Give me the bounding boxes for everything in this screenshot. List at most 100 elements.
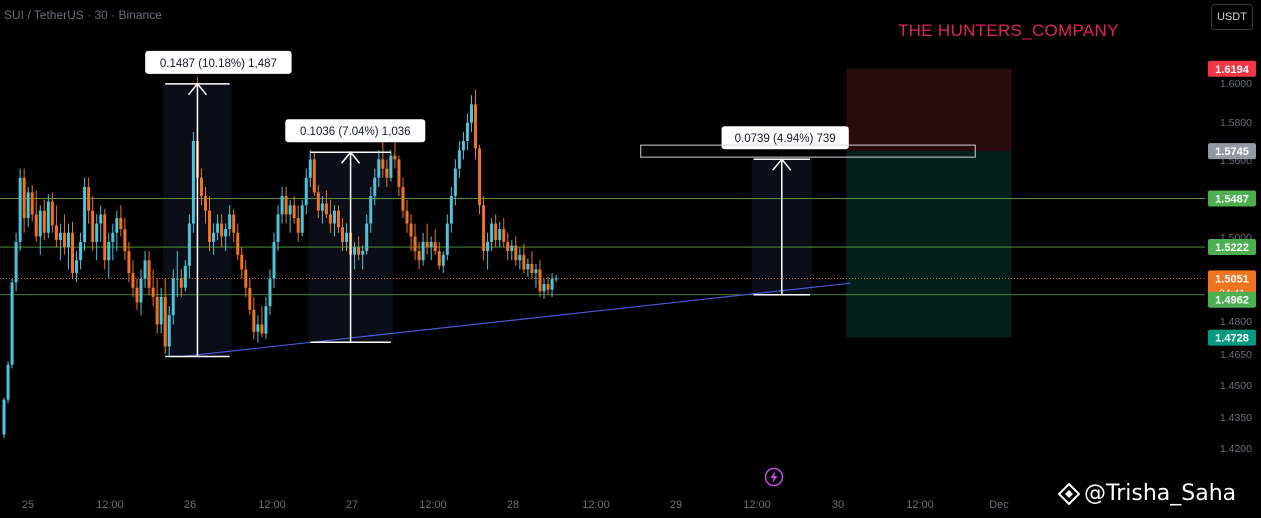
candle-body	[320, 203, 324, 211]
price-label-text: 1.5745	[1215, 146, 1249, 158]
candle-body	[296, 218, 300, 233]
candle-body	[46, 201, 50, 233]
candle-body	[417, 251, 421, 261]
candle-body	[6, 364, 10, 400]
candle-body	[401, 186, 405, 211]
candle-body	[111, 232, 115, 242]
candle-body	[534, 269, 538, 274]
candle-body	[83, 186, 87, 242]
measure-label: 0.1036 (7.04%) 1,036	[300, 126, 411, 138]
y-tick-label: 1.4200	[1220, 443, 1252, 455]
price-label-text: 1.6194	[1215, 64, 1250, 76]
candle-body	[324, 203, 328, 215]
currency-button[interactable]: USDT	[1211, 4, 1253, 30]
x-tick-label: 27	[346, 499, 358, 511]
y-tick-label: 1.4500	[1220, 380, 1252, 392]
measure-label-box	[721, 126, 849, 150]
candle-body	[248, 287, 252, 310]
candle-body	[425, 241, 429, 248]
candle-body	[42, 210, 46, 233]
x-tick-label: 12:00	[419, 499, 447, 511]
candle-body	[191, 141, 195, 224]
candle-body	[345, 232, 349, 242]
candle-body	[280, 196, 284, 215]
candle-body	[397, 159, 401, 187]
candle-body	[135, 287, 139, 303]
candle-body	[10, 282, 14, 365]
candle-body	[542, 284, 546, 292]
candle-body	[546, 284, 550, 290]
candle-body	[393, 155, 397, 160]
candle-body	[204, 196, 207, 211]
candle-body	[514, 245, 518, 261]
measure-arrowhead	[187, 82, 208, 96]
candle-body	[554, 278, 558, 280]
candle-body	[38, 210, 42, 237]
lightning-icon[interactable]	[764, 467, 784, 487]
candle-body	[328, 214, 332, 224]
candle-body	[304, 177, 308, 206]
candle-body	[441, 254, 445, 266]
candle-body	[171, 278, 175, 316]
candle-body	[341, 227, 345, 242]
measure-label-box	[145, 50, 292, 74]
candle-body	[232, 214, 236, 233]
candle-body	[91, 210, 95, 242]
candles-group	[2, 76, 558, 439]
x-tick-label: 12:00	[906, 499, 934, 511]
candle-body	[103, 214, 107, 261]
price-label-text: 1.5222	[1215, 242, 1249, 254]
candle-body	[252, 309, 256, 332]
x-tick-label: 25	[22, 499, 34, 511]
candle-body	[66, 232, 70, 248]
candle-body	[115, 218, 119, 233]
x-tick-label: 12:00	[258, 499, 286, 511]
candle-body	[357, 247, 361, 255]
candle-body	[260, 324, 264, 334]
ascending-trendline	[181, 282, 851, 358]
candle-body	[449, 196, 453, 224]
candle-body	[139, 278, 143, 303]
candle-body	[522, 254, 526, 270]
candle-body	[365, 223, 369, 252]
price-label-text: 1.4728	[1215, 333, 1249, 345]
candle-body	[2, 399, 6, 435]
candle-body	[58, 232, 62, 241]
candle-body	[228, 214, 232, 230]
candle-body	[506, 241, 510, 252]
candle-body	[284, 196, 288, 215]
entry-box	[640, 144, 976, 158]
candle-body	[518, 254, 522, 261]
x-tick-label: 12:00	[743, 499, 771, 511]
candle-body	[143, 260, 147, 279]
candle-body	[502, 229, 506, 242]
candle-body	[155, 296, 159, 325]
diamond-logo-icon	[1058, 482, 1080, 505]
candle-body	[244, 269, 248, 288]
candle-body	[62, 232, 66, 248]
symbol-header: SUI / TetherUS · 30 · Binance	[4, 8, 162, 22]
candle-body	[486, 241, 490, 252]
candle-body	[30, 192, 34, 215]
candle-body	[461, 141, 465, 151]
candle-body	[361, 251, 365, 255]
candle-body	[79, 241, 83, 261]
candle-body	[498, 229, 502, 241]
candle-body	[256, 324, 260, 332]
x-tick-label: 30	[832, 499, 844, 511]
candle-body	[127, 251, 131, 274]
price-label-badge	[1208, 291, 1256, 308]
candle-body	[268, 278, 272, 307]
candle-body	[175, 278, 179, 280]
candle-body	[151, 287, 155, 297]
candle-body	[50, 201, 54, 226]
candle-body	[300, 205, 304, 233]
target-zone	[846, 151, 1012, 338]
candle-body	[292, 205, 296, 219]
candle-body	[236, 232, 240, 255]
price-label-badge	[1208, 143, 1256, 160]
candle-body	[437, 251, 441, 266]
candle-body	[71, 232, 75, 274]
candle-body	[183, 265, 187, 288]
